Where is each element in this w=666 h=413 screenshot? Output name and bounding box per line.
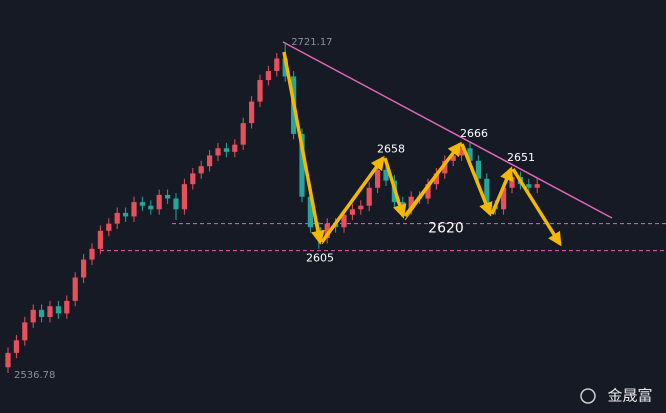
candle-body [81,259,87,278]
candle-body [501,187,507,210]
candle-body [249,101,255,124]
candle-body [13,340,19,353]
candle-body [114,212,120,224]
pivot-label: 2666 [460,127,488,140]
candle-body [123,212,129,217]
candle-body [148,205,154,210]
candle-body [534,184,540,188]
candle-body [89,248,95,260]
pivot-label: 2658 [377,142,405,155]
candle-body [207,155,213,167]
candle-body [484,178,490,206]
candle-body [30,309,36,323]
candle-body [215,148,221,156]
candle-body [265,71,271,81]
support-label: 2620 [428,221,464,237]
candle-body [47,306,53,318]
candle-body [173,198,179,210]
candle-body [39,309,45,318]
low-label: 2536.78 [14,370,55,381]
candle-body [274,58,280,72]
candle-body [232,144,238,152]
candle-body [72,277,78,301]
candle-body [22,322,28,341]
candle-body [198,166,204,174]
candle-body [64,300,70,314]
watermark-icon [580,388,596,404]
candle-body [307,196,313,228]
candle-body [467,148,473,161]
candle-body [341,214,347,228]
candle-body [131,202,137,217]
candle-body [433,173,439,185]
candle-body [383,169,389,181]
candle-body [349,209,355,215]
candle-body [139,202,145,206]
candle-body [240,123,246,145]
candle-body [97,230,103,249]
candle-body [299,133,305,197]
watermark: 金晟富 [607,387,652,405]
candle-body [358,205,364,210]
candle-body [475,160,481,179]
pivot-label: 2651 [507,151,535,164]
candle-body [106,223,112,231]
candle-body [223,148,229,152]
candle-body [165,194,171,199]
candle-body [55,306,61,314]
candle-body [366,187,372,206]
candle-body [190,173,196,185]
candle-body [450,155,456,161]
candle-body [5,352,11,368]
candle-body [442,160,448,174]
trend-line [282,41,613,219]
candle-body [408,196,414,210]
zigzag-arrows [282,51,562,247]
candle-body [324,223,330,239]
pivot-label: 2605 [306,252,334,265]
candle-body [425,184,431,199]
candle-body [257,80,263,102]
candle-body [375,169,381,188]
candle-body [526,184,532,188]
candle-body [509,176,515,188]
candle-body [181,184,187,210]
candle-body [156,194,162,210]
high-label: 2721.17 [291,37,332,48]
thin-guides [321,149,457,245]
